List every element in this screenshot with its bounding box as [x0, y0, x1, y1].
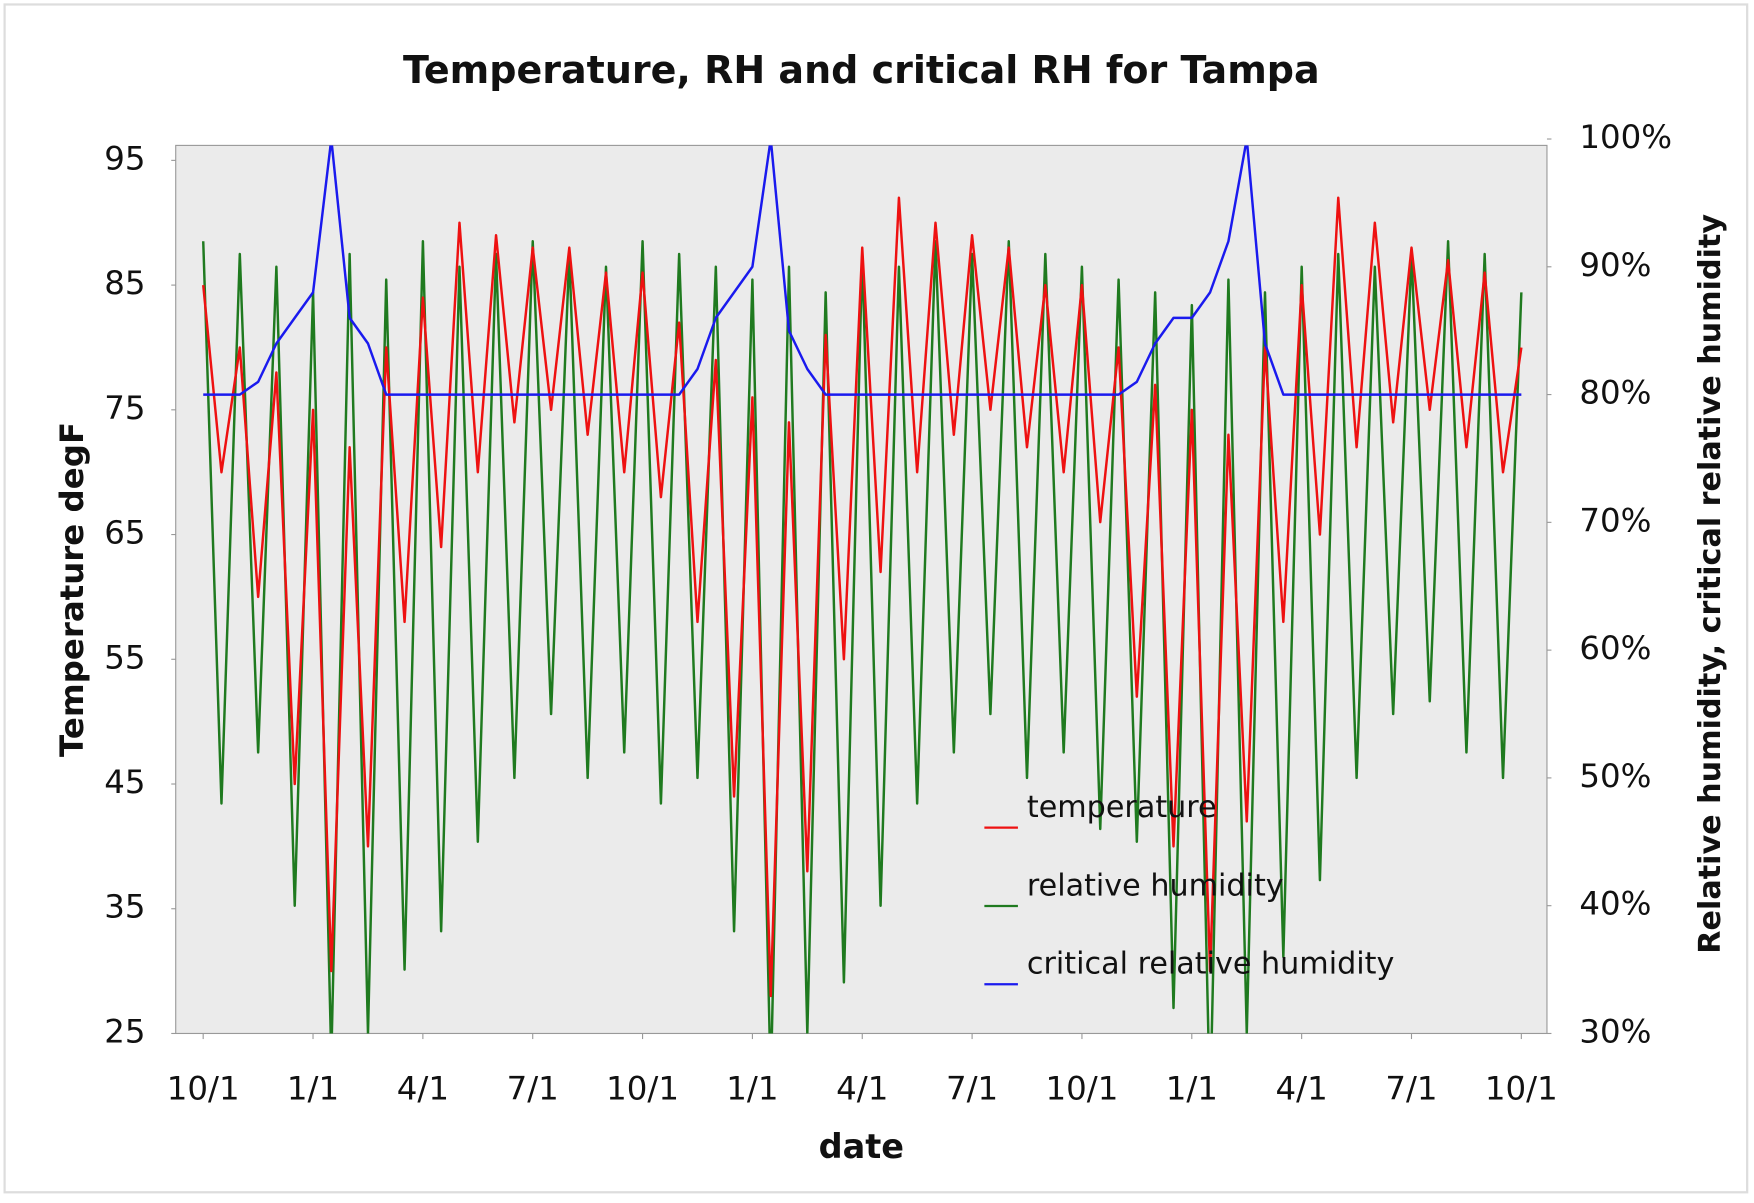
- y-tick-label: 75: [104, 389, 145, 427]
- x-tick-label: 10/1: [1046, 1070, 1119, 1108]
- y2-tick-label: 60%: [1579, 629, 1651, 667]
- chart-title: Temperature, RH and critical RH for Tamp…: [403, 48, 1320, 92]
- x-tick-label: 10/1: [606, 1070, 679, 1108]
- y2-tick-label: 80%: [1579, 374, 1651, 412]
- series-layer: [202, 145, 1523, 1034]
- y2-tick-label: 90%: [1579, 246, 1651, 284]
- y2-tick-label: 50%: [1579, 757, 1651, 795]
- x-tick-label: 4/1: [397, 1070, 449, 1108]
- x-tick-label: 10/1: [1485, 1070, 1558, 1108]
- x-tick-label: 4/1: [1276, 1070, 1328, 1108]
- y2-tick-label: 40%: [1579, 885, 1651, 923]
- y-tick-label: 35: [104, 888, 145, 926]
- x-tick-label: 1/1: [1166, 1070, 1218, 1108]
- series-line: [203, 145, 1522, 396]
- y-tick-label: 65: [104, 514, 145, 552]
- y-tick-label: 95: [104, 139, 145, 177]
- x-axis-title: date: [819, 1127, 904, 1166]
- x-tick-label: 1/1: [287, 1070, 339, 1108]
- y-tick-label: 45: [104, 763, 145, 801]
- y2-tick-label: 30%: [1579, 1012, 1651, 1050]
- x-tick-label: 10/1: [167, 1070, 240, 1108]
- y2-tick-label: 100%: [1579, 118, 1672, 156]
- x-tick-label: 1/1: [726, 1070, 778, 1108]
- y-axis-title: Temperature degF: [53, 422, 91, 757]
- y-tick-label: 55: [104, 638, 145, 676]
- y2-axis-title: Relative humidity, critical relative hum…: [1693, 214, 1728, 954]
- series-line: [202, 196, 1523, 998]
- y-tick-label: 25: [104, 1012, 145, 1050]
- x-tick-label: 7/1: [507, 1070, 559, 1108]
- x-tick-label: 4/1: [836, 1070, 888, 1108]
- legend-label: temperature: [1027, 790, 1217, 825]
- legend-label: relative humidity: [1027, 868, 1284, 903]
- y2-tick-label: 70%: [1579, 501, 1651, 539]
- x-tick-label: 7/1: [1385, 1070, 1437, 1108]
- x-tick-label: 7/1: [946, 1070, 998, 1108]
- y-tick-label: 85: [104, 264, 145, 302]
- legend-label: critical relative humidity: [1027, 947, 1394, 982]
